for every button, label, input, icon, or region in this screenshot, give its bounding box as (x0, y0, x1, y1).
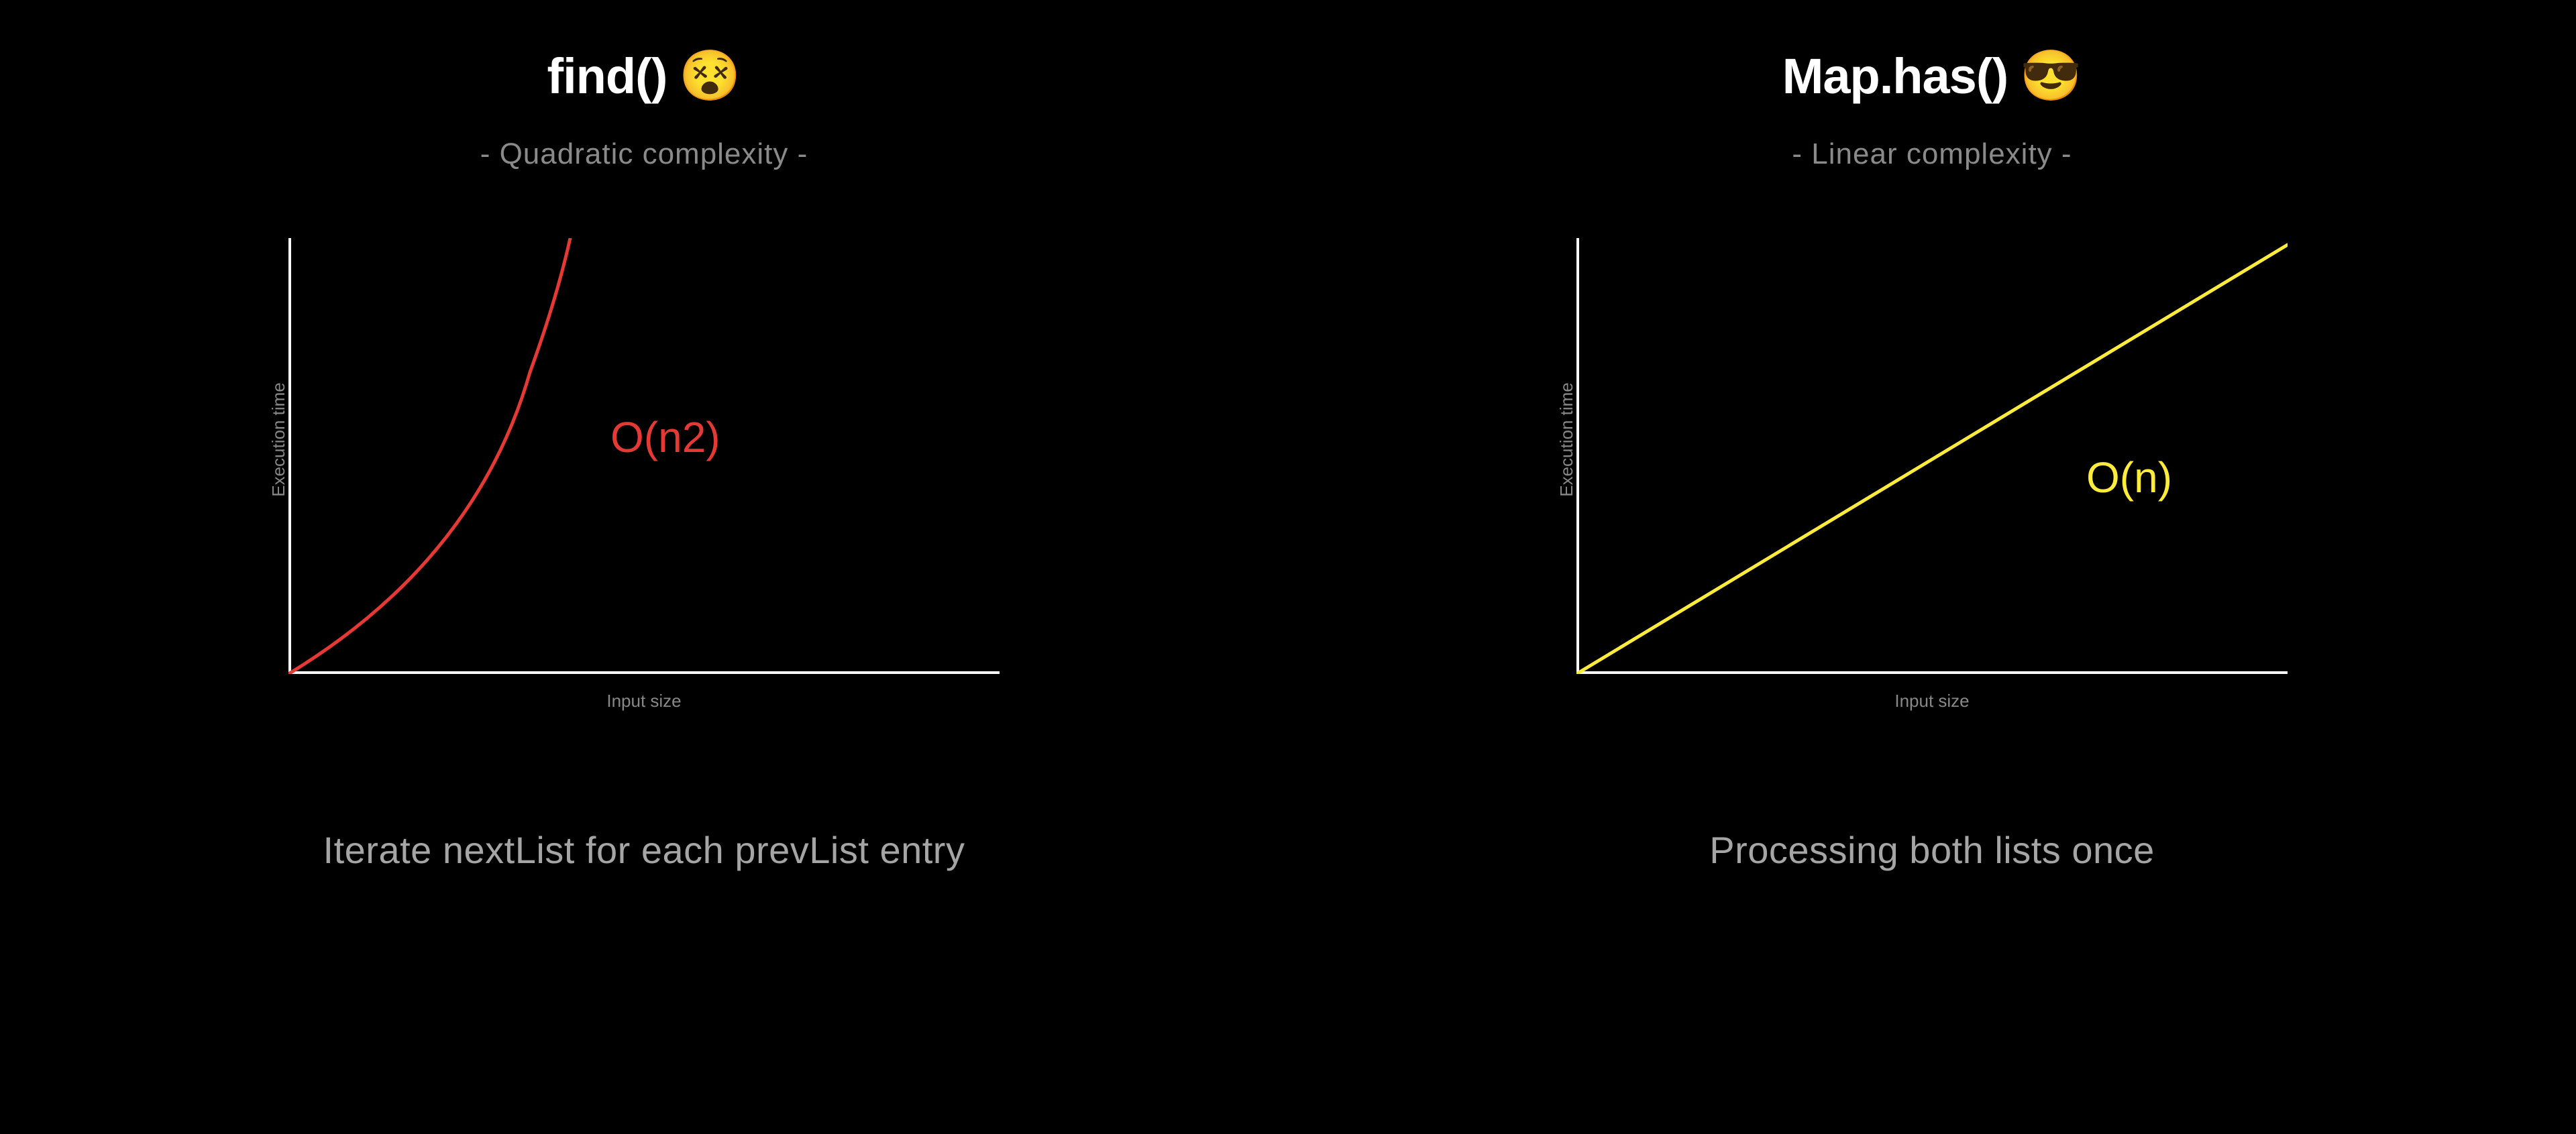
right-subtitle: - Linear complexity - (1792, 137, 2072, 171)
right-chart: Execution time Input size O(n) (1576, 238, 2288, 674)
right-curve-label: O(n) (2086, 453, 2172, 502)
right-title: Map.has() 😎 (1782, 47, 2082, 105)
sunglasses-face-icon: 😎 (2020, 47, 2082, 105)
right-chart-svg (1576, 238, 2288, 674)
right-footer-text: Processing both lists once (1709, 828, 2155, 872)
left-x-axis-label: Input size (606, 691, 681, 712)
left-subtitle: - Quadratic complexity - (480, 137, 808, 171)
left-chart: Execution time Input size O(n2) (288, 238, 1000, 674)
left-title: find() 😵 (547, 47, 741, 105)
left-panel: find() 😵 - Quadratic complexity - Execut… (141, 47, 1147, 872)
right-title-text: Map.has() (1782, 48, 2008, 105)
left-title-text: find() (547, 48, 667, 105)
dizzy-face-icon: 😵 (679, 47, 741, 105)
left-y-axis-label: Execution time (268, 382, 289, 497)
right-panel: Map.has() 😎 - Linear complexity - Execut… (1429, 47, 2435, 872)
right-x-axis-label: Input size (1894, 691, 1969, 712)
left-curve-label: O(n2) (610, 412, 720, 462)
left-footer-text: Iterate nextList for each prevList entry (323, 828, 965, 872)
right-y-axis-label: Execution time (1556, 382, 1577, 497)
